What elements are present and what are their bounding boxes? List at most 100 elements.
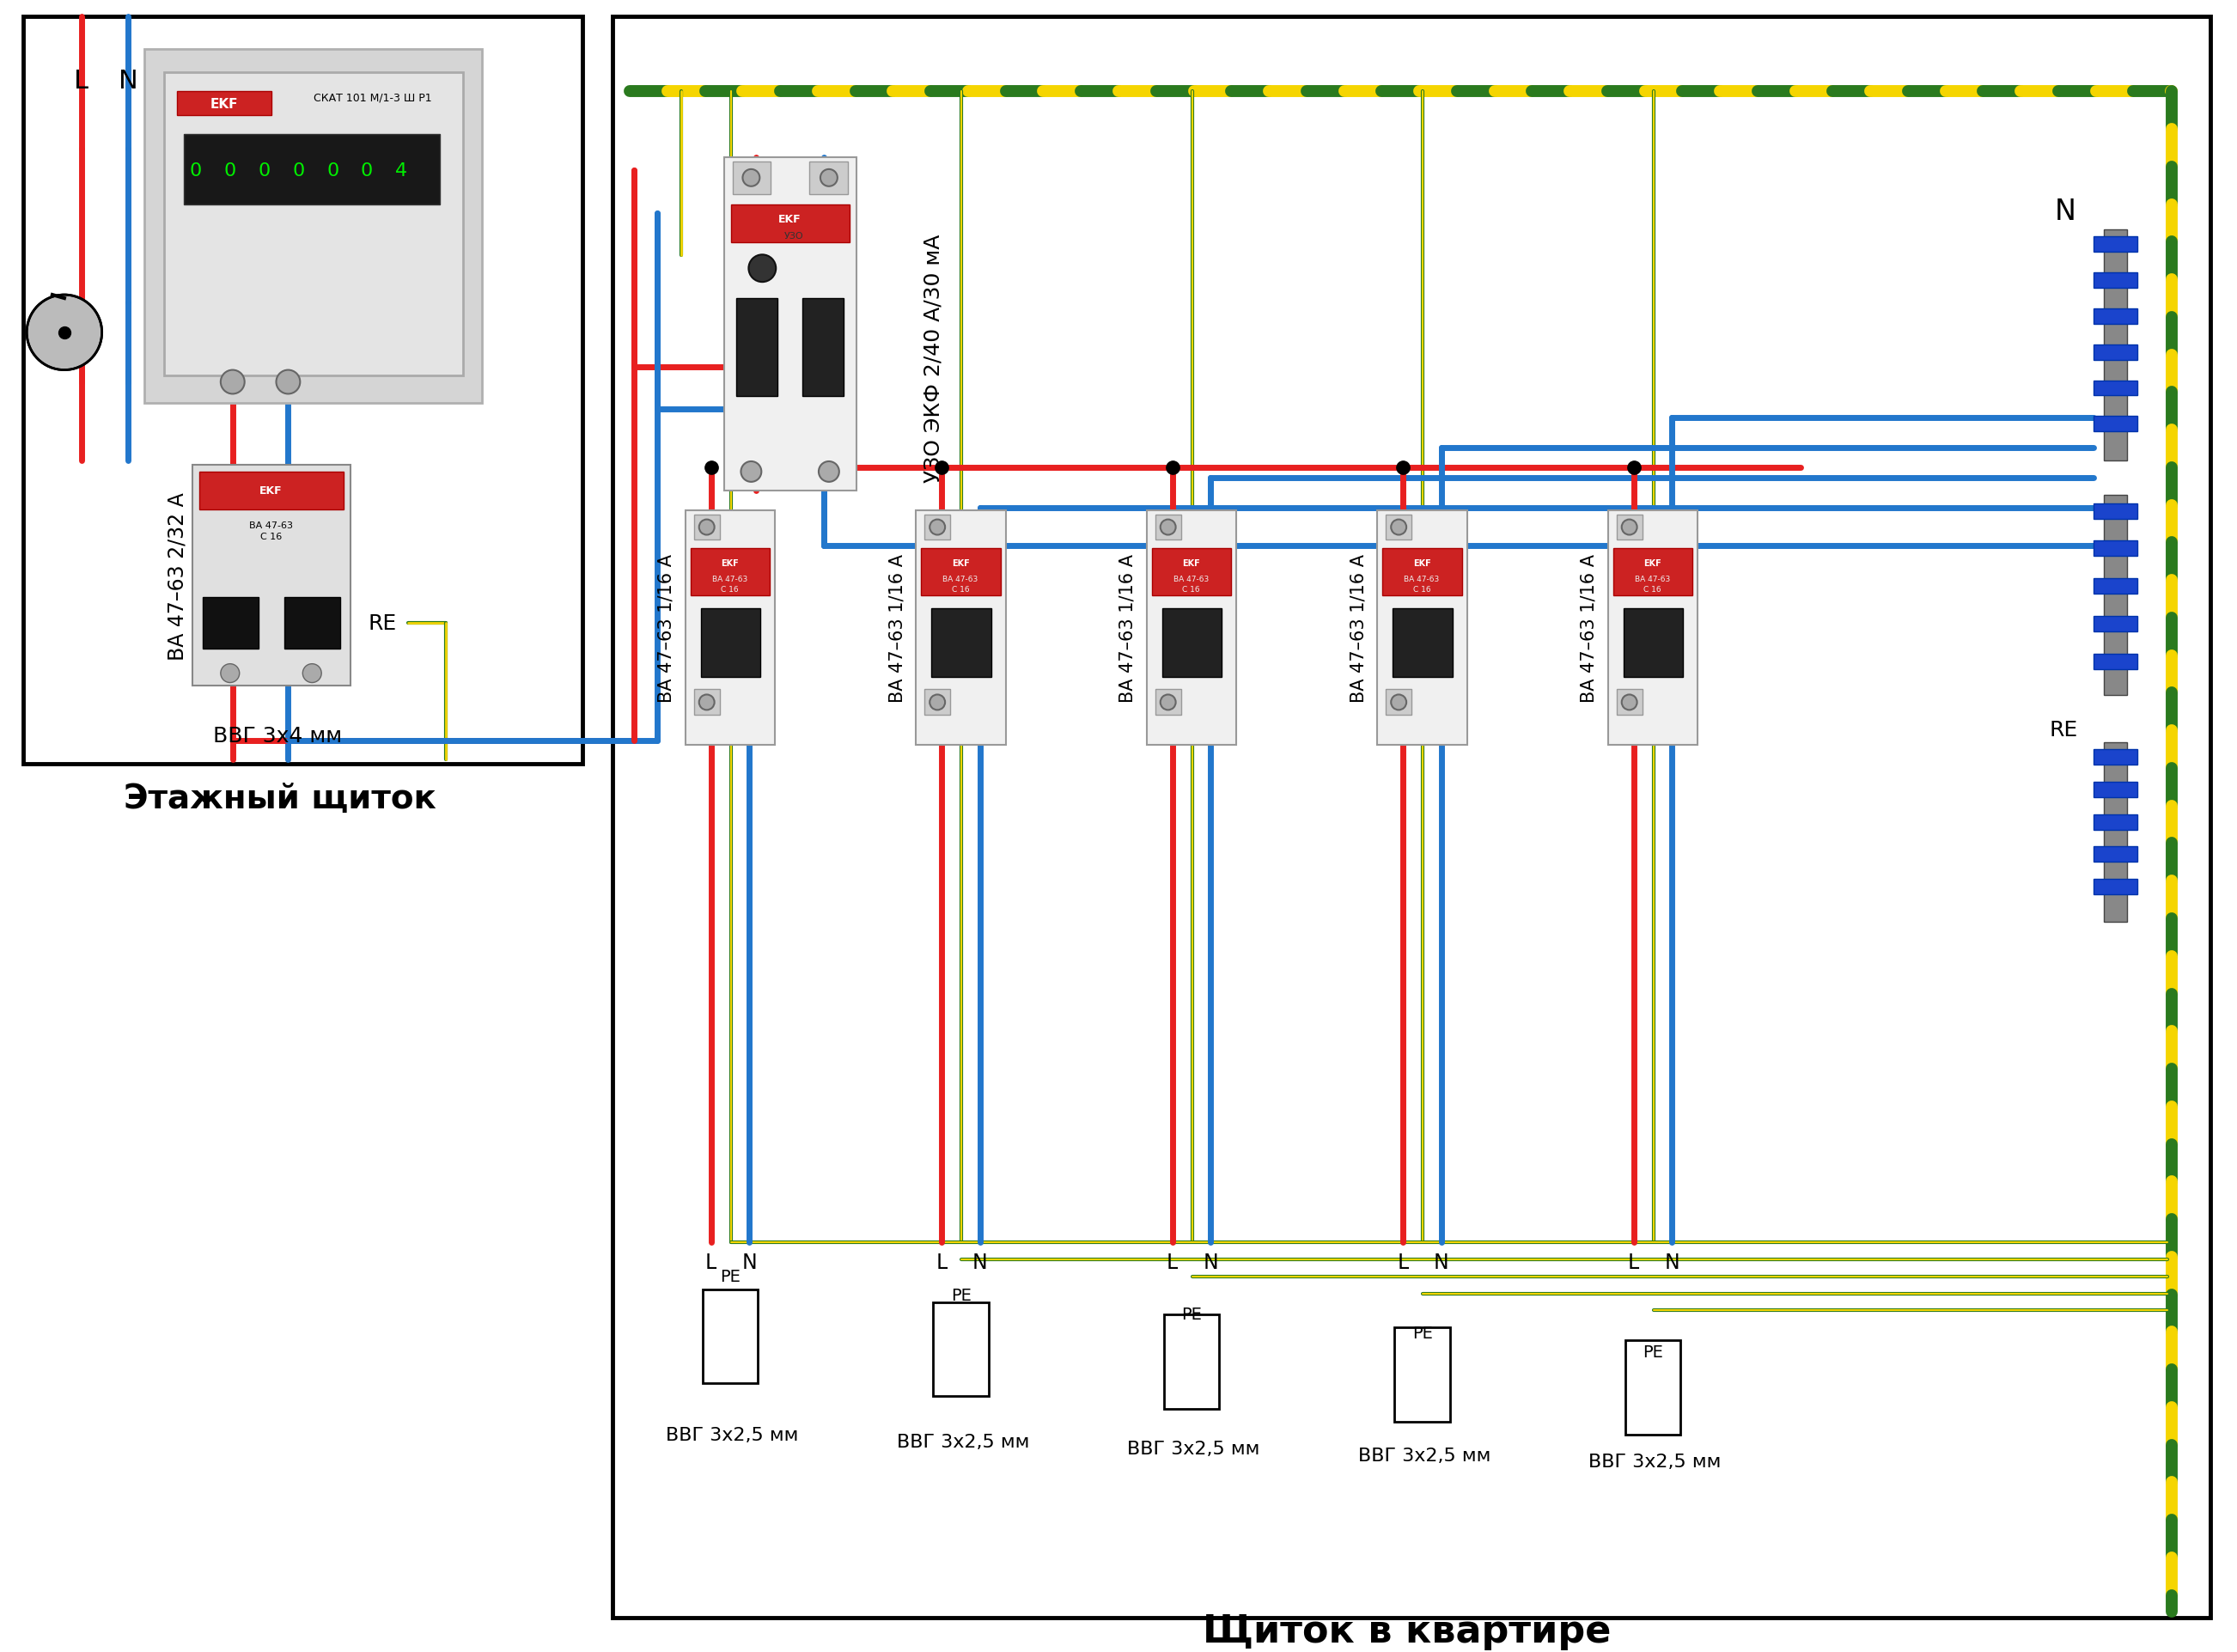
Text: 4: 4 — [396, 162, 407, 180]
Bar — [1382, 548, 1463, 596]
Bar — [2094, 616, 2139, 631]
Circle shape — [27, 296, 103, 370]
Text: Этажный щиток: Этажный щиток — [123, 781, 436, 814]
Bar — [183, 135, 441, 205]
Bar — [1617, 515, 1642, 540]
Bar — [1608, 510, 1698, 745]
Bar — [1152, 548, 1230, 596]
Text: ВВГ 3х2,5 мм: ВВГ 3х2,5 мм — [667, 1426, 799, 1444]
Bar — [702, 1289, 758, 1383]
Circle shape — [749, 256, 776, 282]
Text: СКАТ 101 М/1-3 Ш Р1: СКАТ 101 М/1-3 Ш Р1 — [313, 93, 432, 104]
Text: С 16: С 16 — [259, 534, 282, 542]
Bar — [2094, 345, 2139, 360]
Bar — [924, 691, 951, 715]
Text: N: N — [119, 69, 139, 94]
Text: L: L — [1398, 1252, 1409, 1272]
Bar — [2094, 382, 2139, 396]
Bar — [2094, 879, 2139, 895]
Circle shape — [275, 370, 300, 395]
Text: 0: 0 — [257, 162, 271, 180]
Bar — [731, 162, 772, 195]
Bar — [2103, 743, 2127, 922]
Bar — [2094, 309, 2139, 324]
Text: N: N — [1204, 1252, 1219, 1272]
Text: ВВГ 3х4 мм: ВВГ 3х4 мм — [213, 725, 342, 747]
Bar — [2103, 231, 2127, 461]
Text: L: L — [1168, 1252, 1179, 1272]
Circle shape — [698, 520, 714, 535]
Text: N: N — [2054, 198, 2076, 226]
Text: EKF: EKF — [210, 97, 237, 111]
Bar — [204, 598, 257, 649]
Bar — [22, 17, 584, 765]
Bar — [1613, 548, 1693, 596]
Text: ВА 47-63: ВА 47-63 — [1174, 575, 1208, 583]
Text: EKF: EKF — [720, 560, 738, 568]
Text: 0: 0 — [327, 162, 338, 180]
Text: ВА 47–63 1/16 А: ВА 47–63 1/16 А — [888, 553, 906, 702]
Circle shape — [740, 463, 761, 482]
Text: 0: 0 — [224, 162, 237, 180]
Text: N: N — [1434, 1252, 1450, 1272]
Bar — [2094, 578, 2139, 595]
Bar — [924, 515, 951, 540]
Text: 0: 0 — [293, 162, 304, 180]
Circle shape — [1622, 695, 1637, 710]
Bar — [731, 205, 850, 243]
Text: EKF: EKF — [778, 213, 801, 225]
Bar — [1378, 510, 1467, 745]
Text: С 16: С 16 — [1181, 585, 1199, 593]
Text: PE: PE — [951, 1287, 971, 1303]
Bar — [199, 472, 344, 510]
Text: ВА 47-63: ВА 47-63 — [711, 575, 747, 583]
Bar — [810, 162, 848, 195]
Bar — [145, 50, 481, 403]
Circle shape — [931, 520, 944, 535]
Text: L: L — [705, 1252, 716, 1272]
Text: N: N — [1664, 1252, 1680, 1272]
Text: N: N — [973, 1252, 989, 1272]
Bar — [693, 515, 720, 540]
Bar — [1617, 691, 1642, 715]
Text: L: L — [74, 69, 89, 94]
Text: С 16: С 16 — [1414, 585, 1432, 593]
Bar — [931, 610, 991, 677]
Bar — [1387, 515, 1412, 540]
Text: EKF: EKF — [1644, 560, 1662, 568]
Bar — [736, 299, 778, 396]
Bar — [915, 510, 1007, 745]
Bar — [1148, 510, 1237, 745]
Bar — [685, 510, 774, 745]
Circle shape — [821, 170, 837, 187]
Text: Щиток в квартире: Щиток в квартире — [1204, 1612, 1611, 1649]
Bar — [2094, 238, 2139, 253]
Bar — [2094, 416, 2139, 433]
Bar — [2094, 781, 2139, 798]
Text: УЗО: УЗО — [785, 233, 803, 241]
Bar — [2094, 273, 2139, 289]
Text: ВВГ 3х2,5 мм: ВВГ 3х2,5 мм — [1358, 1447, 1490, 1464]
Bar — [1161, 610, 1221, 677]
Text: PE: PE — [720, 1269, 740, 1285]
Text: ВА 47-63: ВА 47-63 — [1405, 575, 1438, 583]
Bar — [803, 299, 843, 396]
Bar — [1154, 515, 1181, 540]
Bar — [1394, 1328, 1450, 1422]
Text: ВВГ 3х2,5 мм: ВВГ 3х2,5 мм — [1588, 1454, 1720, 1470]
Bar — [2094, 750, 2139, 765]
Bar — [691, 548, 770, 596]
Text: L: L — [1629, 1252, 1640, 1272]
Text: 0: 0 — [360, 162, 374, 180]
Bar — [1394, 610, 1452, 677]
Text: L: L — [935, 1252, 946, 1272]
Text: ВВГ 3х2,5 мм: ВВГ 3х2,5 мм — [1127, 1439, 1259, 1457]
Circle shape — [931, 695, 944, 710]
Bar — [2103, 496, 2127, 695]
Text: ВА 47-63: ВА 47-63 — [942, 575, 978, 583]
Circle shape — [221, 370, 244, 395]
Circle shape — [1391, 520, 1407, 535]
Circle shape — [1622, 520, 1637, 535]
Text: ВВГ 3х2,5 мм: ВВГ 3х2,5 мм — [897, 1432, 1029, 1450]
Bar — [284, 598, 340, 649]
